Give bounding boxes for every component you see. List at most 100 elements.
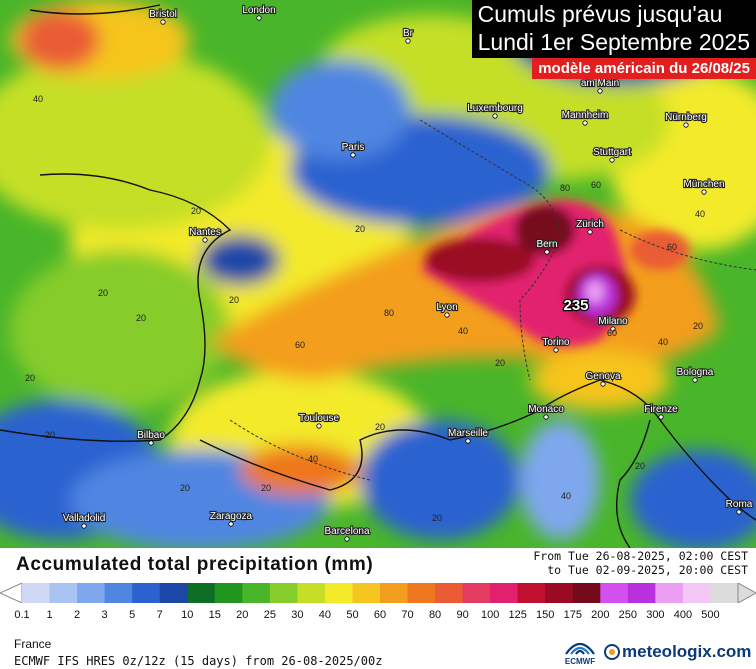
scale-tick-label: 2 xyxy=(74,609,81,621)
city-label: Zaragoza xyxy=(210,511,253,522)
city-marker xyxy=(344,536,350,542)
scale-swatch xyxy=(132,583,161,603)
city-marker xyxy=(683,122,689,128)
city-label: Bilbao xyxy=(137,430,165,441)
scale-max-arrow xyxy=(737,583,756,603)
scale-tick-label: 30 xyxy=(291,609,304,621)
scale-tick-label: 50 xyxy=(346,609,359,621)
contour-label: 20 xyxy=(191,206,201,216)
scale-swatch xyxy=(159,583,188,603)
scale-tick-label: 125 xyxy=(508,609,527,621)
contour-label: 20 xyxy=(635,461,645,471)
city-label: Genova xyxy=(585,371,620,382)
contour-label: 40 xyxy=(458,326,468,336)
scale-swatch xyxy=(269,583,298,603)
map-subtitle: modèle américain du 26/08/25 xyxy=(532,58,756,79)
scale-swatch xyxy=(324,583,353,603)
city-marker xyxy=(701,189,707,195)
contour-label: 20 xyxy=(136,313,146,323)
city-marker xyxy=(228,521,234,527)
contour-label: 20 xyxy=(261,483,271,493)
city-label: Nürnberg xyxy=(665,112,707,123)
scale-tick-label: 3 xyxy=(101,609,108,621)
city-label: Luxembourg xyxy=(467,103,523,114)
scale-tick-label: 5 xyxy=(129,609,136,621)
scale-tick-label: 90 xyxy=(456,609,469,621)
city-label: München xyxy=(683,179,724,190)
city-label: am Main xyxy=(581,78,619,89)
scale-tick-label: 0.1 xyxy=(14,609,30,621)
contour-label: 20 xyxy=(495,358,505,368)
city-label: Valladolid xyxy=(63,513,106,524)
scale-tick-label: 20 xyxy=(236,609,249,621)
scale-tick-label: 10 xyxy=(181,609,194,621)
scale-tick-label: 70 xyxy=(401,609,414,621)
scale-swatch xyxy=(297,583,326,603)
scale-swatch xyxy=(435,583,464,603)
contour-label: 20 xyxy=(229,295,239,305)
contour-label: 40 xyxy=(658,337,668,347)
city-marker xyxy=(405,38,411,44)
scale-tick-label: 175 xyxy=(563,609,582,621)
city-marker xyxy=(610,326,616,332)
map-title-line-2: Lundi 1er Septembre 2025 xyxy=(477,29,750,55)
scale-swatch xyxy=(490,583,519,603)
scale-swatch xyxy=(77,583,106,603)
scale-tick-label: 100 xyxy=(480,609,500,621)
scale-swatch xyxy=(214,583,243,603)
precipitation-map: Bristol London Br am Main Luxembourg Mannheim… xyxy=(0,0,756,548)
meteologix-logo[interactable]: meteologix.com xyxy=(604,642,751,662)
scale-swatch xyxy=(242,583,271,603)
city-label: Milano xyxy=(598,316,628,327)
contour-label: 60 xyxy=(667,242,677,252)
city-label: Bologna xyxy=(677,367,714,378)
contour-label: 20 xyxy=(25,373,35,383)
scale-tick-label: 40 xyxy=(318,609,332,621)
scale-swatch xyxy=(517,583,546,603)
city-marker xyxy=(658,414,664,420)
scale-swatch xyxy=(49,583,78,603)
city-marker xyxy=(202,237,208,243)
contour-label: 20 xyxy=(98,288,108,298)
city-marker xyxy=(600,381,606,387)
scale-swatch xyxy=(627,583,656,603)
contour-label: 80 xyxy=(384,308,394,318)
contour-label: 20 xyxy=(375,422,385,432)
scale-swatch xyxy=(600,583,629,603)
contour-label: 40 xyxy=(561,491,571,501)
city-marker xyxy=(543,414,549,420)
legend-panel: Accumulated total precipitation (mm) Fro… xyxy=(0,548,756,669)
city-label: Torino xyxy=(542,337,570,348)
period-text: From Tue 26-08-2025, 02:00 CEST to Tue 0… xyxy=(533,549,748,577)
scale-tick-label: 60 xyxy=(373,609,387,621)
contour-label: 20 xyxy=(355,224,365,234)
city-label: Firenze xyxy=(644,404,678,415)
ecmwf-icon xyxy=(565,642,595,655)
city-label: Bristol xyxy=(149,9,177,20)
scale-tick-label: 1 xyxy=(46,609,53,621)
contour-label: 20 xyxy=(180,483,190,493)
scale-tick-label: 15 xyxy=(208,609,221,621)
map-title-line-1: Cumuls prévus jusqu'au xyxy=(477,1,723,27)
city-marker xyxy=(553,347,559,353)
city-marker xyxy=(316,423,322,429)
scale-swatch xyxy=(682,583,711,603)
city-label: Zürich xyxy=(576,219,604,230)
scale-tick-label: 500 xyxy=(701,609,720,621)
scale-swatch xyxy=(187,583,216,603)
city-marker xyxy=(544,249,550,255)
scale-tick-label: 7 xyxy=(156,609,163,621)
city-marker xyxy=(256,15,262,21)
city-marker xyxy=(587,229,593,235)
city-label: Nantes xyxy=(189,227,221,238)
contour-label: 80 xyxy=(560,183,570,193)
city-marker xyxy=(692,377,698,383)
contour-label: 20 xyxy=(45,430,55,440)
region-label: France xyxy=(14,637,52,651)
legend-title: Accumulated total precipitation (mm) xyxy=(16,554,374,575)
city-label: Monaco xyxy=(528,404,564,415)
contour-label: 60 xyxy=(591,180,601,190)
scale-swatch xyxy=(407,583,436,603)
model-label: ECMWF IFS HRES 0z/12z (15 days) from 26-… xyxy=(14,654,383,668)
city-marker xyxy=(160,19,166,25)
